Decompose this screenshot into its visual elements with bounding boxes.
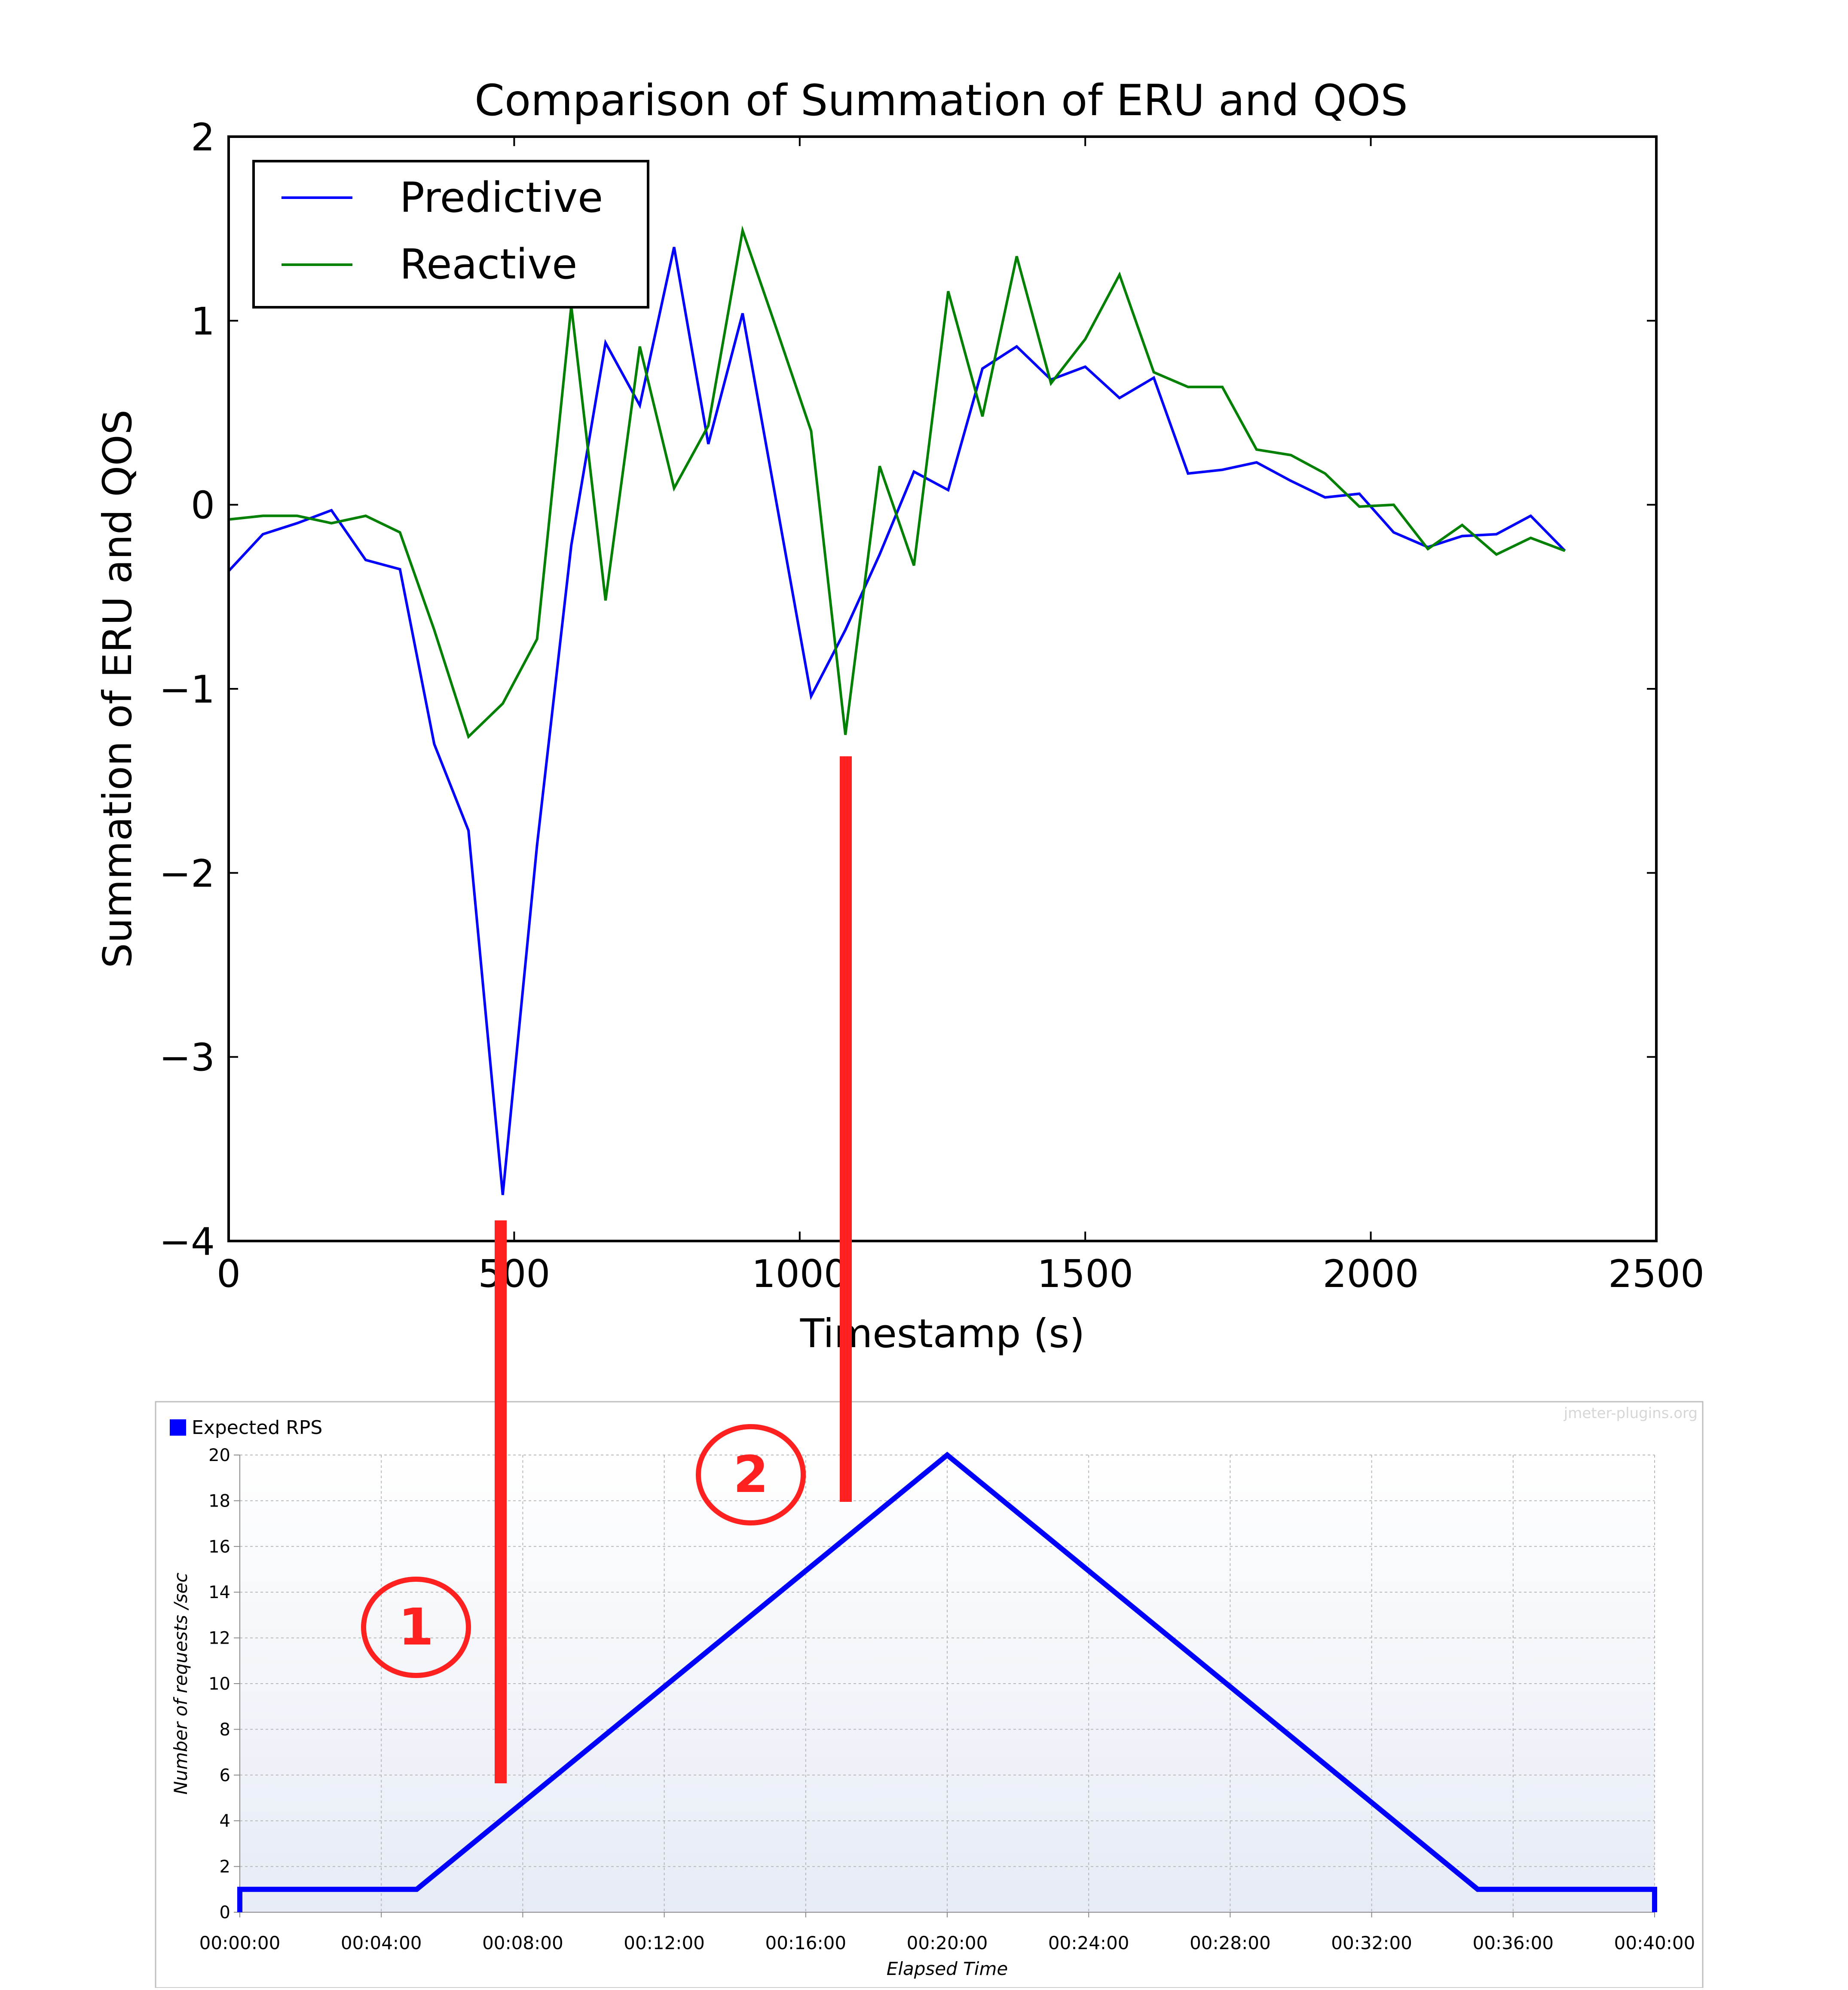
series-line-predictive [227, 247, 1566, 1195]
bottom-y-tick-label-2: 4 [220, 1811, 230, 1831]
bottom-x-tick-label-4: 00:16:00 [765, 1932, 846, 1953]
top-y-tick-label-1: 1 [191, 299, 215, 343]
bottom-y-tick-label-4: 8 [220, 1720, 230, 1739]
bottom-y-tick-label-5: 10 [208, 1674, 230, 1694]
top-y-tick-label-6: −4 [159, 1220, 215, 1264]
annotation-overlay: 1 2 [361, 756, 852, 1783]
legend-label-expected-rps: Expected RPS [192, 1417, 322, 1439]
bottom-x-tick-label-0: 00:00:00 [199, 1932, 281, 1953]
top-legend-box [252, 160, 649, 309]
annotation-label-2: 2 [733, 1445, 768, 1504]
series-line-reactive [228, 225, 1566, 739]
top-y-tick-label-2: 0 [191, 483, 215, 528]
bottom-y-tick-label-9: 18 [208, 1491, 230, 1511]
bottom-y-tick-label-7: 14 [208, 1583, 230, 1602]
top-x-tick-label-0: 0 [217, 1252, 241, 1296]
annotation-circle-1 [361, 1577, 471, 1678]
annotation-marker-2: 2 [696, 1424, 806, 1525]
top-y-tick-label-0: 2 [191, 115, 215, 159]
top-x-tick-label-4: 2000 [1323, 1252, 1419, 1296]
bottom-y-tick-label-0: 0 [220, 1903, 230, 1923]
bottom-x-tick-label-1: 00:04:00 [341, 1932, 422, 1953]
bottom-y-axis-label: Number of requests /sec [170, 1573, 191, 1795]
bottom-y-tick-label-8: 16 [208, 1537, 230, 1557]
bottom-x-tick-label-5: 00:20:00 [907, 1932, 988, 1953]
bottom-x-tick-label-10: 00:40:00 [1614, 1932, 1695, 1953]
bottom-watermark: jmeter-plugins.org [1563, 1405, 1698, 1422]
legend-label-predictive: Predictive [400, 174, 603, 222]
top-chart: Comparison of Summation of ERU and QOS 0… [95, 75, 1704, 1357]
top-y-axis-label: Summation of ERU and QOS [95, 410, 141, 968]
top-tick-labels: 0 500 1000 1500 2000 2500 2 1 0 −1 −2 −3 −4 [159, 115, 1704, 1296]
bottom-series-lines [237, 1452, 1657, 1912]
bottom-y-tick-label-3: 6 [220, 1766, 230, 1785]
legend-label-reactive: Reactive [400, 240, 577, 288]
top-x-tick-label-5: 2500 [1608, 1252, 1704, 1296]
top-y-tick-label-4: −2 [159, 851, 215, 896]
bottom-x-tick-label-6: 00:24:00 [1048, 1932, 1129, 1953]
series-line-expected-rps [237, 1452, 1657, 1912]
annotation-label-1: 1 [398, 1597, 434, 1657]
bottom-y-tick-label-10: 20 [208, 1446, 230, 1465]
top-x-tick-label-1: 500 [478, 1252, 550, 1296]
bottom-x-tick-label-7: 00:28:00 [1190, 1932, 1271, 1953]
top-x-tick-label-3: 1500 [1037, 1252, 1133, 1296]
annotation-circle-2 [696, 1424, 806, 1525]
bottom-x-tick-label-9: 00:36:00 [1472, 1932, 1554, 1953]
bottom-x-axis-label: Elapsed Time [887, 1958, 1008, 1979]
top-y-tick-label-3: −1 [159, 667, 215, 712]
bottom-x-tick-label-2: 00:08:00 [482, 1932, 563, 1953]
top-y-tick-label-5: −3 [159, 1036, 215, 1080]
bottom-legend: Expected RPS [170, 1417, 322, 1439]
top-x-tick-label-2: 1000 [752, 1252, 848, 1296]
bottom-y-tick-label-1: 2 [220, 1857, 230, 1877]
top-legend: Predictive Reactive [252, 160, 649, 309]
legend-swatch-expected-rps [170, 1419, 186, 1436]
top-series-lines [227, 225, 1566, 1195]
annotation-marker-1: 1 [361, 1577, 471, 1678]
bottom-x-tick-label-3: 00:12:00 [624, 1932, 705, 1953]
top-chart-title: Comparison of Summation of ERU and QOS [474, 75, 1408, 125]
bottom-x-tick-label-8: 00:32:00 [1331, 1932, 1412, 1953]
top-plot-frame [227, 135, 1658, 1242]
bottom-y-tick-label-6: 12 [208, 1629, 230, 1648]
